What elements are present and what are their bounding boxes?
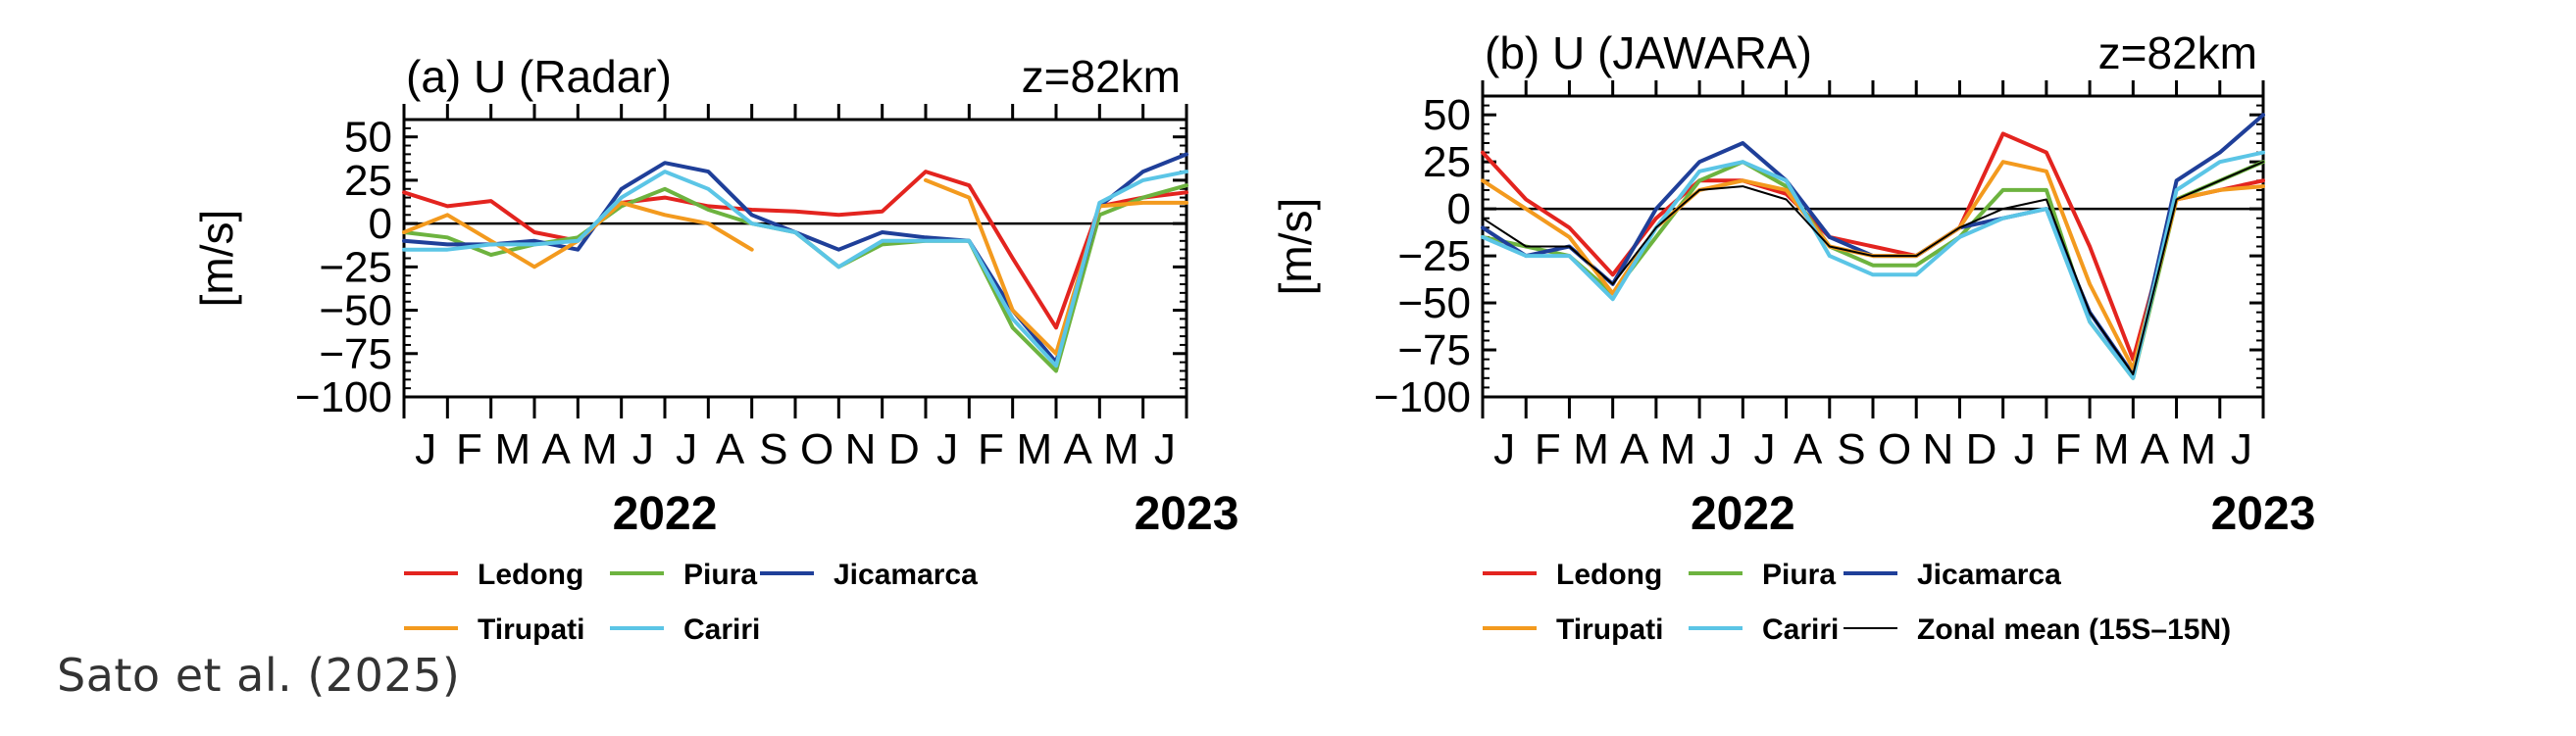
series-line-zonal-mean-s-n- xyxy=(1482,161,2264,375)
x-year-label: 2022 xyxy=(613,488,718,540)
x-month-label: A xyxy=(1620,425,1649,473)
x-month-label: J xyxy=(1753,425,1775,473)
y-tick-label: 50 xyxy=(344,114,392,162)
x-month-label: M xyxy=(2180,425,2216,473)
series-line-ledong xyxy=(402,170,1188,330)
x-month-label: N xyxy=(1922,425,1953,473)
series-line-cariri xyxy=(1481,150,2265,380)
y-tick-label: −25 xyxy=(319,243,392,291)
y-tick-label: 0 xyxy=(1447,185,1471,233)
y-tick-label: −100 xyxy=(1374,373,1471,421)
legend-label: Piura xyxy=(1762,559,1836,591)
x-month-label: J xyxy=(1710,425,1732,473)
y-tick-label: −50 xyxy=(1397,279,1471,327)
y-tick-label: −100 xyxy=(295,373,392,421)
x-month-label: J xyxy=(632,425,654,473)
x-month-label: N xyxy=(845,425,877,473)
y-tick-label: 50 xyxy=(1423,91,1471,139)
x-month-label: J xyxy=(676,425,697,473)
y-axis-label: [m/s] xyxy=(1270,198,1321,296)
series-line-cariri xyxy=(402,170,1188,368)
y-tick-label: −75 xyxy=(1397,326,1471,374)
y-tick-label: −75 xyxy=(319,330,392,378)
y-tick-label: 0 xyxy=(369,200,392,248)
series-line-piura xyxy=(1481,160,2265,380)
legend-label: Piura xyxy=(683,559,757,591)
x-month-label: A xyxy=(716,425,745,473)
legend-label: Tirupati xyxy=(478,613,584,646)
x-month-label: A xyxy=(1793,425,1823,473)
x-month-label: M xyxy=(1103,425,1139,473)
x-month-label: A xyxy=(541,425,571,473)
x-month-label: D xyxy=(1966,425,1997,473)
x-month-label: A xyxy=(2141,425,2170,473)
panel-a-subtitle: z=82km xyxy=(1022,51,1181,102)
x-month-label: S xyxy=(759,425,787,473)
y-tick-label: 25 xyxy=(344,157,392,205)
x-month-label: J xyxy=(936,425,958,473)
legend-label: Cariri xyxy=(1762,613,1839,646)
x-month-label: F xyxy=(2055,425,2082,473)
x-year-label: 2022 xyxy=(1691,488,1795,540)
y-tick-label: −50 xyxy=(319,287,392,335)
x-month-label: M xyxy=(1660,425,1696,473)
x-month-label: M xyxy=(2094,425,2130,473)
y-tick-label: 25 xyxy=(1423,138,1471,186)
credit-text: Sato et al. (2025) xyxy=(57,649,461,702)
x-month-label: J xyxy=(1154,425,1176,473)
y-tick-label: −25 xyxy=(1397,232,1471,280)
x-month-label: F xyxy=(456,425,482,473)
legend-label: Ledong xyxy=(1556,559,1662,591)
panel-b-subtitle: z=82km xyxy=(2098,27,2257,78)
panel-b-title: (b) U (JAWARA) xyxy=(1485,27,1812,78)
x-month-label: F xyxy=(978,425,1004,473)
panel-a-title: (a) U (Radar) xyxy=(406,51,672,102)
x-month-label: J xyxy=(415,425,436,473)
legend-label: Jicamarca xyxy=(1917,559,2061,591)
legend-label: Tirupati xyxy=(1556,613,1663,646)
x-month-label: J xyxy=(2014,425,2036,473)
legend-label: Jicamarca xyxy=(833,559,978,591)
x-month-label: J xyxy=(2231,425,2252,473)
x-month-label: O xyxy=(1878,425,1911,473)
x-year-label: 2023 xyxy=(1135,488,1239,540)
x-month-label: A xyxy=(1063,425,1092,473)
x-month-label: J xyxy=(1493,425,1515,473)
x-month-label: M xyxy=(495,425,531,473)
x-month-label: M xyxy=(1017,425,1053,473)
x-month-label: M xyxy=(1573,425,1609,473)
x-month-label: S xyxy=(1837,425,1865,473)
x-month-label: M xyxy=(581,425,618,473)
legend-label: Cariri xyxy=(683,613,760,646)
legend-label: Ledong xyxy=(478,559,583,591)
x-year-label: 2023 xyxy=(2211,488,2316,540)
x-month-label: O xyxy=(800,425,833,473)
legend-label: Zonal mean (15S–15N) xyxy=(1917,613,2231,646)
x-month-label: D xyxy=(888,425,920,473)
x-month-label: F xyxy=(1535,425,1561,473)
y-axis-label: [m/s] xyxy=(191,210,242,308)
series-line-ledong xyxy=(1481,131,2265,362)
